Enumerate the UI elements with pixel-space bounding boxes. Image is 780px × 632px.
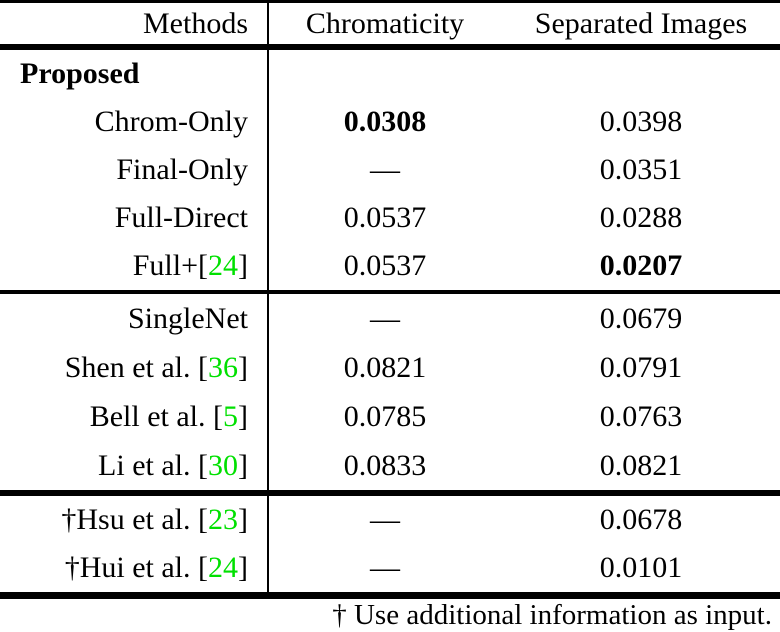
chromaticity-cell: 0.0833: [343, 448, 427, 482]
citation-ref[interactable]: 24: [208, 249, 238, 282]
column-header-methods: Methods: [143, 6, 248, 40]
chromaticity-cell: —: [370, 503, 400, 536]
chromaticity-cell: 0.0308: [343, 105, 427, 138]
method-cell: Final-Only: [0, 153, 268, 187]
method-label: Full+[: [132, 249, 208, 282]
table-row: SingleNet — 0.0679: [0, 294, 780, 343]
method-label: Full-Direct: [114, 201, 248, 234]
method-cell: SingleNet: [0, 302, 268, 336]
pre-dagger-rule: [0, 490, 780, 496]
separated-images-cell: 0.0101: [599, 551, 683, 584]
mid-rule: [0, 290, 780, 294]
separated-images-cell: 0.0398: [599, 105, 683, 138]
table-row: Proposed: [0, 50, 780, 98]
header-rule: [0, 44, 780, 50]
table-section: Proposed Chrom-Only 0.0308 0.0398 Final-Only…: [0, 50, 780, 290]
chromaticity-cell: 0.0537: [343, 249, 427, 282]
method-cell: Full-Direct: [0, 201, 268, 235]
bottom-rule: [0, 592, 780, 599]
method-cell: Proposed: [0, 57, 268, 91]
table-row: Full-Direct 0.0537 0.0288: [0, 194, 780, 242]
separated-images-cell: 0.0678: [599, 503, 683, 536]
separated-images-cell: 0.0763: [599, 399, 683, 433]
method-label: †Hsu et al. [: [61, 503, 208, 536]
separated-images-cell: 0.0207: [599, 249, 683, 282]
citation-ref[interactable]: 24: [208, 551, 238, 584]
table-row: Full+[24] 0.0537 0.0207: [0, 242, 780, 290]
separated-images-cell: 0.0288: [599, 201, 683, 234]
chromaticity-cell: 0.0785: [343, 399, 427, 433]
table-section: SingleNet — 0.0679 Shen et al. [36] 0.0821 0.…: [0, 294, 780, 490]
citation-ref[interactable]: 5: [223, 399, 238, 433]
method-cell: †Hsu et al. [23]: [0, 503, 268, 537]
method-label: Shen et al. [: [64, 350, 208, 384]
method-cell: Shen et al. [36]: [0, 351, 268, 385]
method-label: Final-Only: [116, 153, 248, 186]
method-label: Chrom-Only: [94, 105, 248, 138]
column-header-chromaticity: Chromaticity: [305, 6, 465, 40]
separated-images-cell: 0.0679: [599, 301, 683, 335]
method-label-suffix: ]: [238, 503, 248, 536]
method-cell: Bell et al. [5]: [0, 400, 268, 434]
table-row: Li et al. [30] 0.0833 0.0821: [0, 441, 780, 490]
method-label-suffix: ]: [238, 551, 248, 584]
top-rule: [0, 0, 780, 3]
table-row: Final-Only — 0.0351: [0, 146, 780, 194]
table-section: †Hsu et al. [23] — 0.0678 †Hui et al. [24] —…: [0, 496, 780, 592]
separated-images-cell: 0.0821: [599, 448, 683, 482]
method-cell: Li et al. [30]: [0, 449, 268, 483]
method-label: Bell et al. [: [89, 399, 223, 433]
chromaticity-cell: 0.0537: [343, 201, 427, 234]
method-label-suffix: ]: [238, 249, 248, 282]
column-divider: [267, 3, 269, 599]
method-label: Proposed: [20, 57, 140, 90]
table-row: Chrom-Only 0.0308 0.0398: [0, 98, 780, 146]
citation-ref[interactable]: 30: [208, 448, 238, 482]
method-label-suffix: ]: [238, 448, 248, 482]
table-row: Bell et al. [5] 0.0785 0.0763: [0, 392, 780, 441]
method-label-suffix: ]: [238, 350, 248, 384]
separated-images-cell: 0.0351: [599, 153, 683, 186]
method-label: †Hui et al. [: [64, 551, 208, 584]
chromaticity-cell: —: [370, 301, 400, 335]
table-row: †Hsu et al. [23] — 0.0678: [0, 496, 780, 544]
method-cell: †Hui et al. [24]: [0, 551, 268, 585]
table-row: Shen et al. [36] 0.0821 0.0791: [0, 343, 780, 392]
method-label: Li et al. [: [98, 448, 208, 482]
method-label-suffix: ]: [238, 399, 248, 433]
method-cell: Chrom-Only: [0, 105, 268, 139]
footnote: † Use additional information as input.: [332, 599, 772, 631]
table-row: †Hui et al. [24] — 0.0101: [0, 544, 780, 592]
citation-ref[interactable]: 23: [208, 503, 238, 536]
column-header-separated-images: Separated Images: [534, 6, 748, 40]
method-label: SingleNet: [128, 301, 248, 335]
citation-ref[interactable]: 36: [208, 350, 238, 384]
chromaticity-cell: 0.0821: [343, 350, 427, 384]
chromaticity-cell: —: [370, 551, 400, 584]
chromaticity-cell: —: [370, 153, 400, 186]
separated-images-cell: 0.0791: [599, 350, 683, 384]
method-cell: Full+[24]: [0, 249, 268, 283]
header-row: Methods Chromaticity Separated Images: [0, 3, 780, 44]
